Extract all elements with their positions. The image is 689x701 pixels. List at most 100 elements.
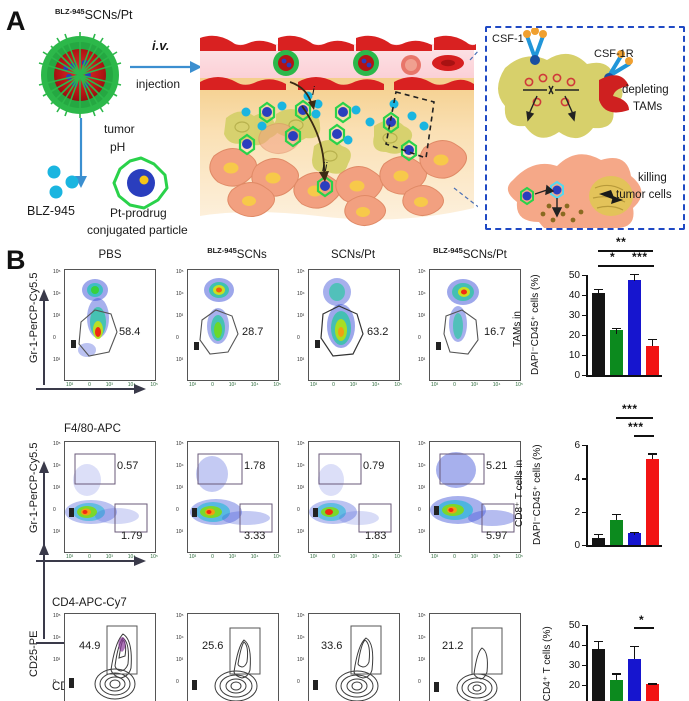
tams-yticklabel-10: 10 bbox=[568, 350, 580, 361]
row1-x-axis-arrow-icon bbox=[36, 384, 146, 394]
treg-err-scnspt bbox=[634, 646, 636, 659]
gate-pct-upper-tcells-blzscnspt: 5.21 bbox=[486, 460, 508, 472]
cd8-bar-blzscnspt bbox=[646, 459, 659, 545]
step-ii-label: ii bbox=[322, 160, 328, 174]
prodrug-label-1: Pt-prodrug bbox=[110, 206, 167, 220]
panel-b: B PBS BLZ-945SCNs SCNs/Pt BLZ-945SCNs/Pt… bbox=[0, 235, 689, 701]
tams-bar-blzscnspt bbox=[646, 346, 659, 375]
cd8-sigline-0 bbox=[634, 435, 654, 437]
cd8-chart-ylabel-line1: CD8⁺ T cells in bbox=[514, 459, 525, 527]
row2-y-ticks-4: 10⁵ 10⁴ 10³ 0 10³ bbox=[418, 441, 426, 535]
row2-x-axis-label: CD4-APC-Cy7 bbox=[52, 597, 127, 609]
column-header-pbs: PBS bbox=[60, 249, 160, 261]
flow-plot-treg-blzscnspt[interactable]: 21.2 bbox=[429, 613, 521, 701]
panel-a-title-main: SCNs/Pt bbox=[84, 8, 133, 22]
flow-plot-tams-scnspt[interactable]: 63.2 bbox=[308, 269, 400, 381]
cd8-err-blzscnspt bbox=[652, 453, 654, 460]
cd8-sigline-1 bbox=[616, 417, 653, 419]
tams-bar-pbs bbox=[592, 293, 605, 375]
cd8-errcap-blzscns bbox=[612, 514, 621, 516]
column-header-scns-pt-label: SCNs/Pt bbox=[330, 249, 376, 261]
gate-pct-treg-pbs: 44.9 bbox=[79, 640, 101, 652]
treg-sigstars-0: * bbox=[639, 613, 645, 627]
tams-sigstars-0: * bbox=[610, 250, 616, 264]
tams-err-scnspt bbox=[634, 274, 636, 281]
tams-sigline-1 bbox=[634, 265, 654, 267]
row2-x-ticks-3: 10³ 0 10³ 10⁴ 10⁵ bbox=[310, 554, 402, 560]
nanoparticle-main bbox=[38, 32, 122, 118]
gate-pct-upper-tcells-pbs: 0.57 bbox=[117, 460, 139, 472]
column-header-blz-scns: BLZ-945SCNs bbox=[182, 246, 292, 261]
column-header-blz-scns-pt-label: SCNs/Pt bbox=[462, 249, 507, 261]
tams-yticklabel-20: 20 bbox=[568, 330, 580, 341]
treg-ytick-20 bbox=[582, 685, 586, 687]
mechanism-inset-illustration bbox=[498, 28, 642, 228]
flow-plot-tcells-scnspt[interactable]: 0.79 1.83 bbox=[308, 441, 400, 553]
tams-ytick-40 bbox=[582, 295, 586, 297]
cd8-err-scnspt bbox=[634, 531, 636, 535]
flow-plot-tams-blzscnspt[interactable]: 16.7 bbox=[429, 269, 521, 381]
panel-a: A BLZ-945SCNs/Pt bbox=[0, 0, 689, 245]
treg-errcap-blzscns bbox=[612, 673, 621, 675]
tams-chart-x-axis bbox=[586, 375, 662, 377]
tams-errcap-scnspt bbox=[630, 274, 639, 276]
treg-yticklabel-30: 30 bbox=[568, 660, 580, 671]
gate-pct-lower-tcells-pbs: 1.79 bbox=[121, 530, 143, 542]
blz945-label: BLZ-945 bbox=[27, 204, 75, 218]
tumor-tissue-schematic bbox=[200, 35, 478, 226]
column-header-blz-scns-pt: BLZ-945SCNs/Pt bbox=[410, 246, 530, 261]
flow-plot-treg-blzscns[interactable]: 25.6 bbox=[187, 613, 279, 701]
flow-plot-tcells-blzscns[interactable]: 1.78 3.33 bbox=[187, 441, 279, 553]
cd8-ytick-6 bbox=[582, 445, 586, 447]
depleting-label-2: TAMs bbox=[633, 101, 663, 113]
cd8-bar-pbs bbox=[592, 537, 605, 545]
gate-pct-lower-tcells-blzscns: 3.33 bbox=[244, 530, 266, 542]
column-header-blz-scns-pt-sup: BLZ-945 bbox=[433, 246, 463, 255]
tams-sigstars-2: ** bbox=[616, 235, 627, 249]
cd8-bar-blzscns bbox=[610, 520, 623, 545]
gate-pct-treg-blzscnspt: 21.2 bbox=[442, 640, 464, 652]
killing-label-1: killing bbox=[638, 172, 667, 184]
flow-plot-tams-pbs[interactable]: 58.4 bbox=[64, 269, 156, 381]
tams-yticklabel-30: 30 bbox=[568, 310, 580, 321]
cd8-yticklabel-6: 6 bbox=[574, 440, 580, 451]
flow-plot-treg-pbs[interactable]: 44.9 bbox=[64, 613, 156, 701]
row1-x-ticks-4: 10³ 0 10³ 10⁴ 10⁵ bbox=[431, 382, 523, 388]
cd8-sigstars-1: *** bbox=[622, 402, 638, 416]
blz945-molecules-icon bbox=[47, 165, 79, 199]
tams-ytick-20 bbox=[582, 335, 586, 337]
cd8-yticklabel-0: 0 bbox=[574, 540, 580, 551]
depleting-label-1: depleting bbox=[622, 84, 669, 96]
cd8-bar-scnspt bbox=[628, 533, 641, 545]
gate-pct-treg-blzscns: 25.6 bbox=[202, 640, 224, 652]
ph-label: pH bbox=[110, 140, 126, 154]
cd8-ytick-0 bbox=[582, 545, 586, 547]
row1-y-ticks-3: 10⁵ 10⁴ 10³ 0 10³ bbox=[297, 269, 305, 363]
flow-plot-treg-scnspt[interactable]: 33.6 bbox=[308, 613, 400, 701]
tumor-label: tumor bbox=[104, 122, 135, 136]
treg-xcat-blzscnspt-main: SCNs/Pt bbox=[669, 693, 689, 701]
flow-plot-tcells-pbs[interactable]: 0.57 1.79 bbox=[64, 441, 156, 553]
gate-pct-upper-tcells-scnspt: 0.79 bbox=[363, 460, 385, 472]
cd8-err-pbs bbox=[598, 533, 600, 538]
flow-plot-tams-blzscns[interactable]: 28.7 bbox=[187, 269, 279, 381]
row3-y-axis-arrow-icon bbox=[39, 543, 49, 639]
cd8-ytick-2 bbox=[582, 511, 586, 514]
tams-errcap-blzscnspt bbox=[648, 339, 657, 341]
column-header-blz-scns-label: SCNs bbox=[236, 249, 267, 261]
treg-chart-y-axis bbox=[586, 625, 588, 701]
treg-bar-scnspt bbox=[628, 659, 641, 701]
cd8-ytick-4 bbox=[582, 478, 586, 480]
cd8-yticklabel-4: 4 bbox=[574, 473, 580, 485]
gate-pct-upper-tcells-blzscns: 1.78 bbox=[244, 460, 266, 472]
tams-err-blzscns bbox=[616, 328, 618, 334]
column-header-pbs-label: PBS bbox=[98, 249, 122, 261]
row1-y-axis-arrow-icon bbox=[39, 289, 49, 385]
flow-plot-tcells-blzscnspt[interactable]: 5.21 5.97 bbox=[429, 441, 521, 553]
tumor-ph-arrow-icon bbox=[75, 118, 87, 188]
tams-yticklabel-50: 50 bbox=[568, 270, 580, 281]
panel-a-title: BLZ-945SCNs/Pt bbox=[55, 7, 133, 22]
